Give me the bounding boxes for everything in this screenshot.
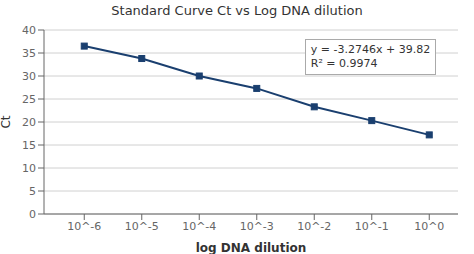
html-text:R² = 0.9974: R² = 0.9974 xyxy=(310,57,378,71)
svg-text:15: 15 xyxy=(22,139,36,152)
svg-text:10^-2: 10^-2 xyxy=(297,220,331,233)
svg-text:0: 0 xyxy=(29,208,36,221)
svg-text:10: 10 xyxy=(22,162,36,175)
html-text:Standard Curve Ct vs Log DNA d: Standard Curve Ct vs Log DNA dilution xyxy=(111,3,363,18)
svg-text:20: 20 xyxy=(22,116,36,129)
svg-text:10^-6: 10^-6 xyxy=(67,220,101,233)
svg-text:5: 5 xyxy=(29,185,36,198)
svg-text:log DNA dilution: log DNA dilution xyxy=(196,241,307,254)
html-text:y = -3.2746x + 39.82: y = -3.2746x + 39.82 xyxy=(310,43,431,57)
svg-text:10^-5: 10^-5 xyxy=(125,220,159,233)
svg-text:25: 25 xyxy=(22,93,36,106)
svg-text:35: 35 xyxy=(22,47,36,60)
svg-text:30: 30 xyxy=(22,70,36,83)
svg-text:10^0: 10^0 xyxy=(414,220,444,233)
svg-text:10^-4: 10^-4 xyxy=(182,220,216,233)
svg-text:Ct: Ct xyxy=(8,115,13,128)
svg-text:10^-3: 10^-3 xyxy=(240,220,274,233)
svg-text:10^-1: 10^-1 xyxy=(355,220,389,233)
svg-text:40: 40 xyxy=(22,24,36,37)
